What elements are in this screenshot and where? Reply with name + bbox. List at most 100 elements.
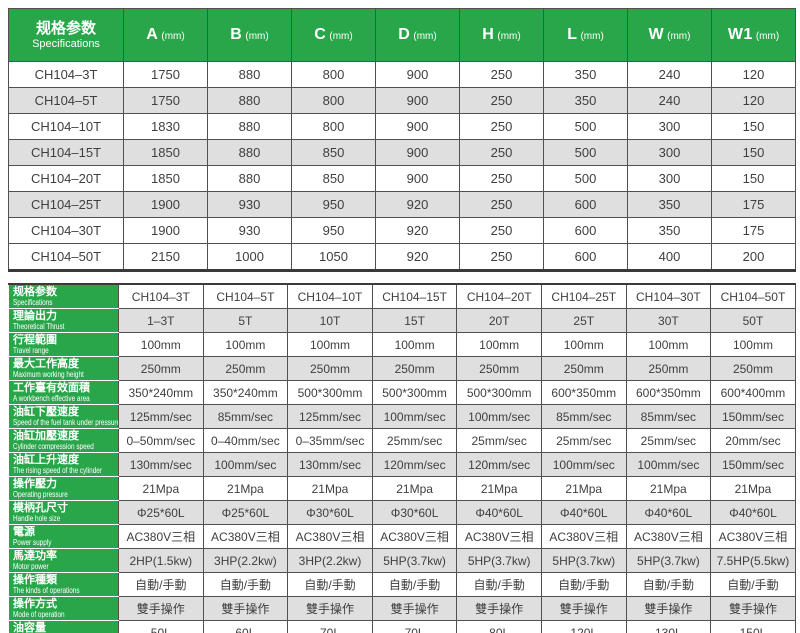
spec-value-cell: 600*350mm bbox=[540, 380, 627, 405]
row-label-zh: 模柄孔尺寸 bbox=[13, 501, 68, 514]
spec-value-cell: 自動/手動 bbox=[456, 572, 542, 597]
column-letter: W bbox=[648, 26, 665, 43]
value-cell: 1850 bbox=[123, 139, 208, 166]
spec-value-cell: 120L bbox=[540, 620, 627, 633]
model-cell: CH104–5T bbox=[8, 87, 124, 114]
spec-value-cell: AC380V三相 bbox=[540, 524, 627, 549]
spec-value-cell: 125mm/sec bbox=[287, 404, 373, 429]
spec-value-cell: 150L bbox=[710, 620, 796, 633]
column-letter: B bbox=[230, 26, 243, 43]
value-cell: 250 bbox=[459, 243, 544, 271]
spec-value-cell: 350*240mm bbox=[202, 380, 289, 405]
dimensions-table: 规格参数 Specifications A (mm) B (mm) C (mm) D (mm) H(… bbox=[8, 8, 796, 272]
value-cell: 120 bbox=[711, 87, 796, 114]
value-cell: 920 bbox=[375, 243, 460, 271]
row-label-zh: 馬達功率 bbox=[13, 549, 57, 562]
spec-value-cell: Φ40*60L bbox=[625, 500, 712, 525]
spec-value-cell: CH104–15T bbox=[371, 283, 458, 309]
spec-value-cell: 25mm/sec bbox=[371, 428, 458, 453]
specs-row: 油缸下壓速度 Speed of the fuel tank under press… bbox=[8, 404, 796, 429]
spec-value-cell: 100mm bbox=[287, 332, 373, 357]
row-label: 行程範圍 Travel range bbox=[8, 332, 119, 357]
row-label-en: Speed of the fuel tank under pressure bbox=[13, 417, 119, 427]
column-unit: (mm) bbox=[413, 31, 437, 42]
spec-value-cell: 250mm bbox=[202, 356, 289, 381]
spec-value-cell: 1–3T bbox=[118, 308, 204, 333]
spec-value-cell: AC380V三相 bbox=[371, 524, 458, 549]
spec-value-cell: 100mm bbox=[710, 332, 796, 357]
value-cell: 880 bbox=[207, 61, 292, 88]
value-cell: 200 bbox=[711, 243, 796, 271]
row-label-en: Maximum working height bbox=[13, 369, 84, 379]
value-cell: 250 bbox=[459, 87, 544, 114]
spec-value-cell: 5HP(3.7kw) bbox=[625, 548, 712, 573]
specs-row: 油缸加壓速度 Cylinder compression speed 0–50mm/s… bbox=[8, 428, 796, 453]
spec-value-cell: 70L bbox=[371, 620, 458, 633]
spec-value-cell: 600*400mm bbox=[710, 380, 796, 405]
column-letter: A bbox=[146, 26, 159, 43]
spec-value-cell: 250mm bbox=[371, 356, 458, 381]
specs-table-body: 规格参数 Specifications CH104–3T CH104–5T CH104–… bbox=[8, 283, 796, 633]
value-cell: 250 bbox=[459, 191, 544, 218]
row-label-en: Handle hole size bbox=[13, 513, 61, 523]
value-cell: 600 bbox=[543, 243, 628, 271]
spec-value-cell: 自動/手動 bbox=[371, 572, 458, 597]
dimensions-row: CH104–15T 1850 880 850 900 250 500 300 150 bbox=[8, 139, 796, 166]
column-unit: (mm) bbox=[161, 31, 185, 42]
spec-value-cell: Φ40*60L bbox=[540, 500, 627, 525]
value-cell: 500 bbox=[543, 113, 628, 140]
spec-value-cell: AC380V三相 bbox=[118, 524, 204, 549]
value-cell: 350 bbox=[543, 61, 628, 88]
spec-value-cell: 250mm bbox=[625, 356, 712, 381]
model-cell: CH104–10T bbox=[8, 113, 124, 140]
row-label: 理論出力 Theoretical Thrust bbox=[8, 308, 119, 333]
value-cell: 250 bbox=[459, 61, 544, 88]
row-label: 油缸加壓速度 Cylinder compression speed bbox=[8, 428, 119, 453]
specs-row: 操作方式 Mode of operation 雙手操作 雙手操作 雙手操作 雙手操作 雙手操… bbox=[8, 596, 796, 621]
column-unit: (mm) bbox=[329, 31, 353, 42]
value-cell: 1830 bbox=[123, 113, 208, 140]
value-cell: 150 bbox=[711, 165, 796, 192]
spec-value-cell: 150mm/sec bbox=[710, 404, 796, 429]
value-cell: 150 bbox=[711, 139, 796, 166]
spec-value-cell: 100mm/sec bbox=[456, 404, 542, 429]
spec-value-cell: 0–40mm/sec bbox=[202, 428, 289, 453]
spec-value-cell: 130L bbox=[625, 620, 712, 633]
spec-value-cell: 130mm/sec bbox=[118, 452, 204, 477]
value-cell: 800 bbox=[291, 113, 376, 140]
spec-value-cell: AC380V三相 bbox=[710, 524, 796, 549]
spec-value-cell: 雙手操作 bbox=[710, 596, 796, 621]
column-unit: (mm) bbox=[245, 31, 269, 42]
value-cell: 240 bbox=[627, 87, 712, 114]
model-cell: CH104–50T bbox=[8, 243, 124, 271]
value-cell: 800 bbox=[291, 87, 376, 114]
value-cell: 920 bbox=[375, 217, 460, 244]
value-cell: 880 bbox=[207, 113, 292, 140]
spec-value-cell: 3HP(2.2kw) bbox=[202, 548, 289, 573]
spec-value-cell: 雙手操作 bbox=[540, 596, 627, 621]
specs-table: 规格参数 Specifications CH104–3T CH104–5T CH104–… bbox=[8, 283, 796, 633]
dimensions-row: CH104–25T 1900 930 950 920 250 600 350 175 bbox=[8, 191, 796, 218]
row-label: 馬達功率 Motor power bbox=[8, 548, 119, 573]
spec-value-cell: 20mm/sec bbox=[710, 428, 796, 453]
value-cell: 300 bbox=[627, 139, 712, 166]
row-label: 油容量Oil Capacity bbox=[8, 620, 119, 633]
value-cell: 900 bbox=[375, 61, 460, 88]
value-cell: 950 bbox=[291, 191, 376, 218]
value-cell: 900 bbox=[375, 113, 460, 140]
spec-value-cell: 雙手操作 bbox=[118, 596, 204, 621]
row-label-zh: 操作方式 bbox=[13, 597, 57, 610]
spec-value-cell: 120mm/sec bbox=[371, 452, 458, 477]
column-letter: W1 bbox=[727, 26, 753, 43]
spec-value-cell: 125mm/sec bbox=[118, 404, 204, 429]
row-label: 油缸下壓速度 Speed of the fuel tank under press… bbox=[8, 404, 119, 429]
row-label-en: Cylinder compression speed bbox=[13, 441, 94, 451]
spec-value-cell: 250mm bbox=[456, 356, 542, 381]
value-cell: 500 bbox=[543, 165, 628, 192]
value-cell: 250 bbox=[459, 139, 544, 166]
spec-value-cell: 7.5HP(5.5kw) bbox=[710, 548, 796, 573]
value-cell: 175 bbox=[711, 191, 796, 218]
model-cell: CH104–15T bbox=[8, 139, 124, 166]
row-label: 工作臺有效面積 A workbench effective area bbox=[8, 380, 119, 405]
value-cell: 900 bbox=[375, 165, 460, 192]
